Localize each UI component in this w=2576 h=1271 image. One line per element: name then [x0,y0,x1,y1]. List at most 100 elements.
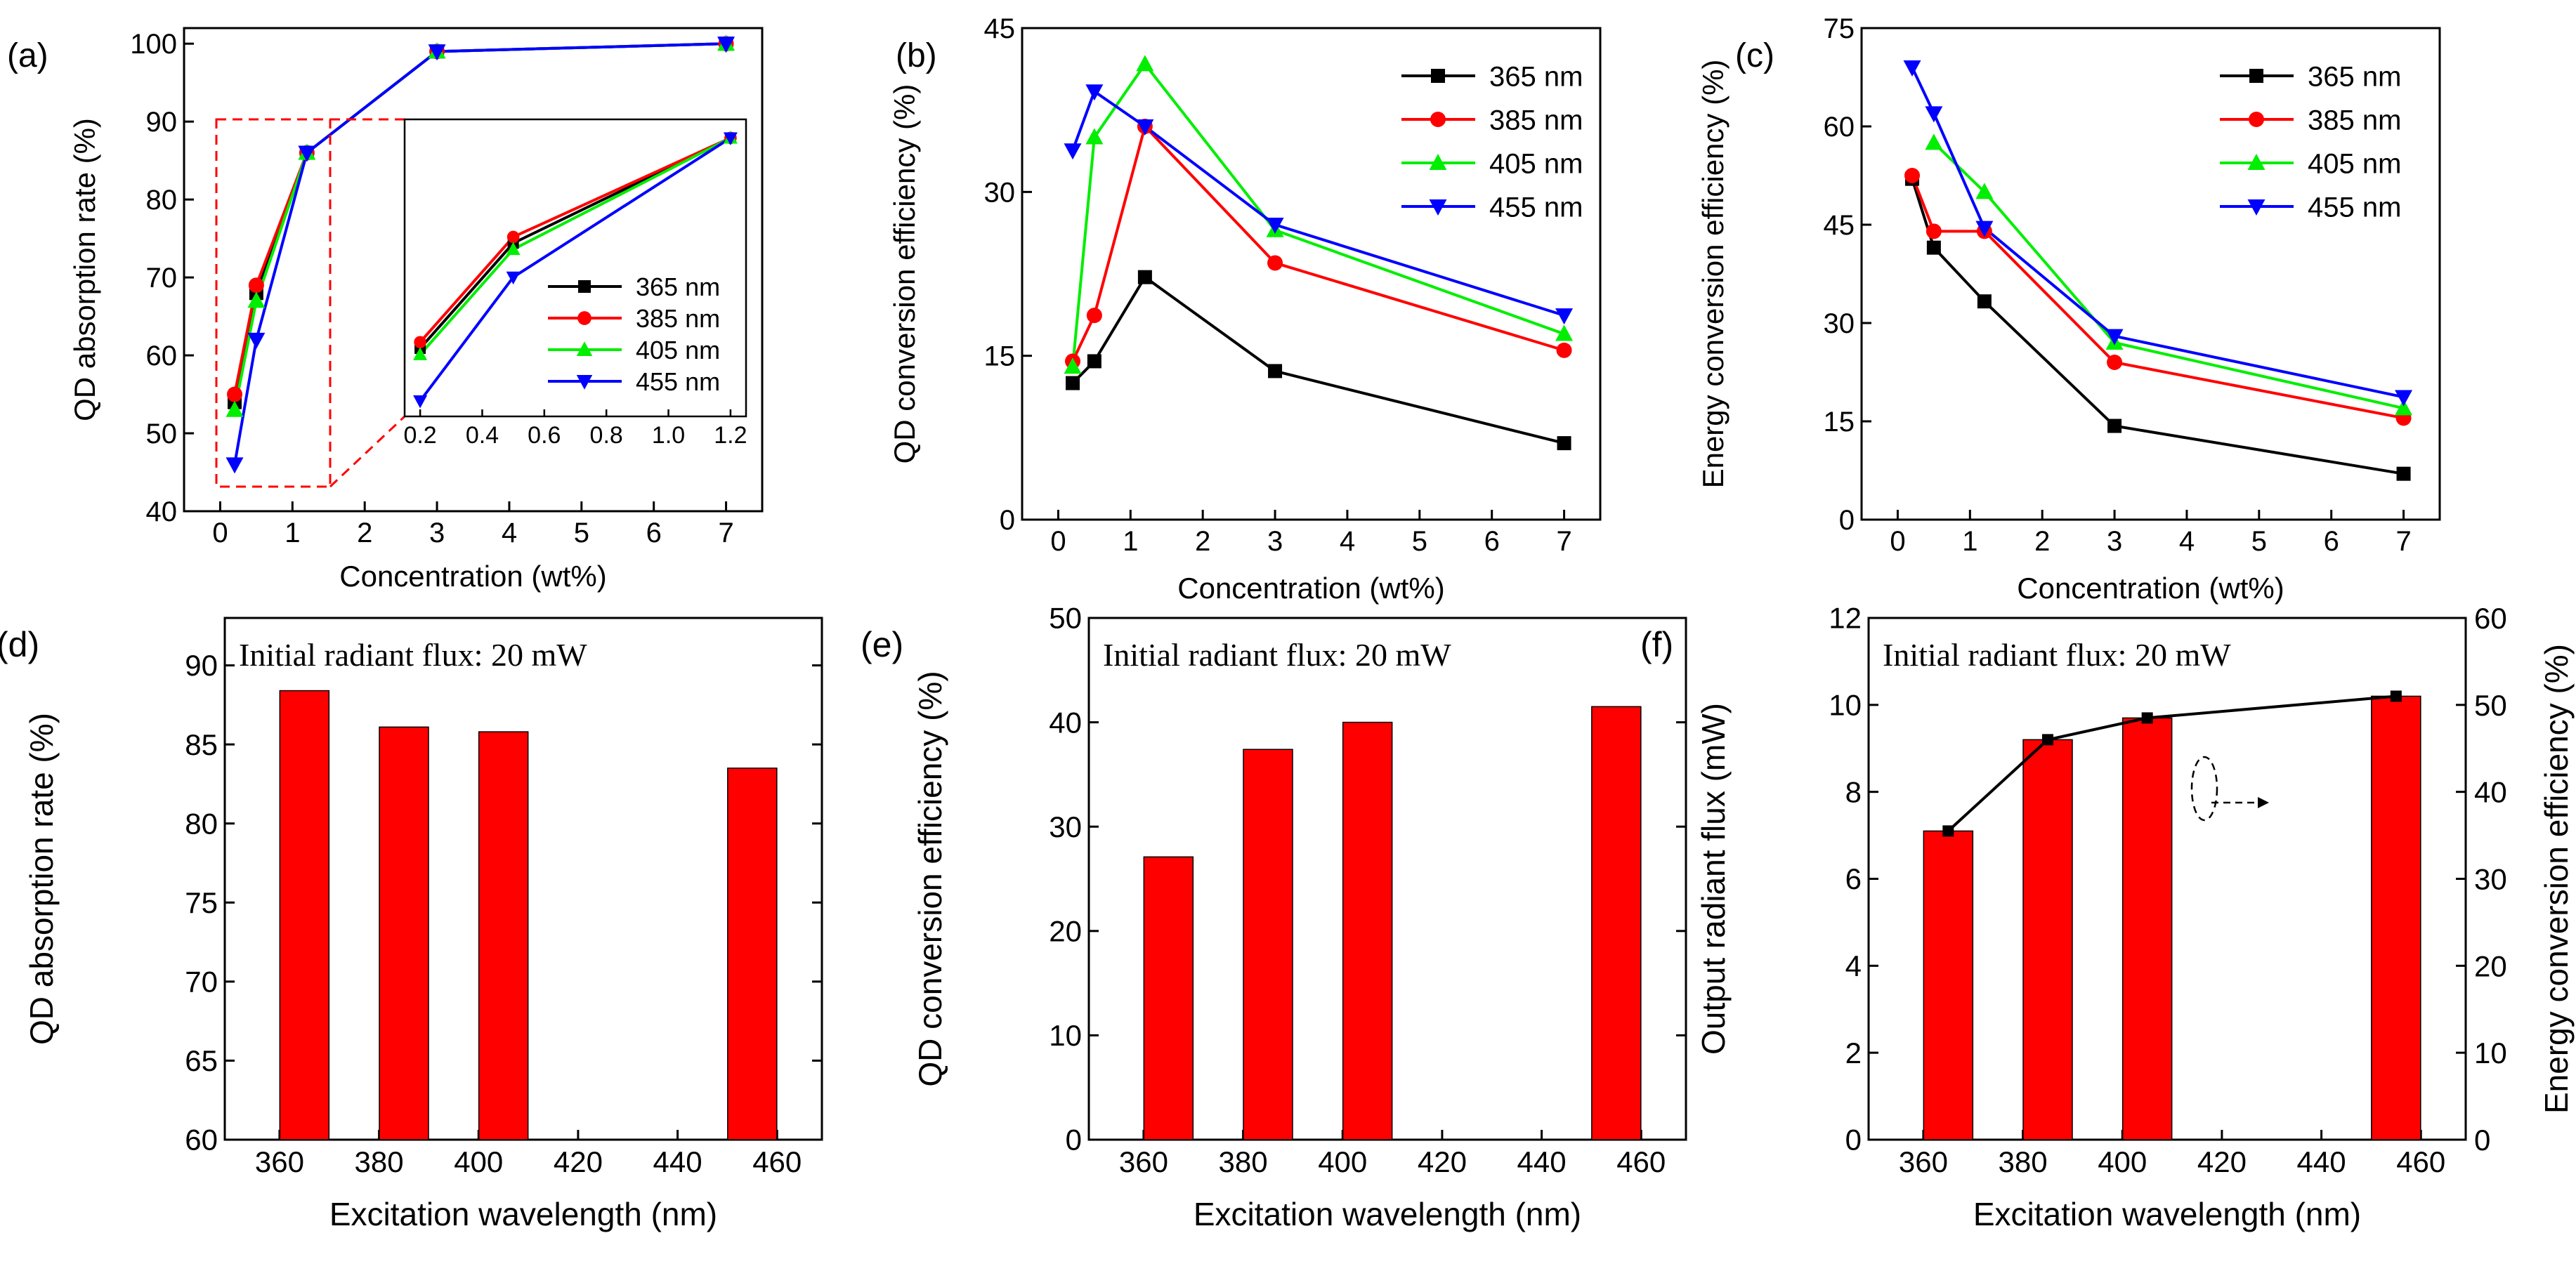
data-point [1903,60,1921,77]
x-tick-label: 400 [454,1145,503,1178]
data-point [1925,106,1943,123]
y-tick-label: 65 [185,1044,218,1077]
y-tick-label: 90 [185,649,218,682]
legend-inverted-triangle-marker [2247,199,2266,216]
data-point [225,400,244,417]
y-axis-label: QD conversion efficiency (%) [888,84,921,464]
y-axis-label: QD absorption rate (%) [23,713,60,1045]
x-tick-label: 460 [2396,1145,2445,1178]
bar [1342,721,1393,1140]
axis-indicator-arc [2190,756,2218,822]
panel-label: (a) [7,37,48,74]
legend-label: 365 nm [2308,61,2401,92]
y-tick-label: 8 [1845,775,1862,808]
y-tick-label: 0 [1000,505,1015,536]
inset-x-tick-label: 0.6 [528,422,561,449]
legend-circle-marker [1430,112,1446,127]
y-tick-label: 70 [185,966,218,999]
x-tick-label: 1 [285,518,300,548]
x-tick-label: 420 [1418,1145,1467,1178]
plot-frame [183,27,764,513]
x-tick-label: 440 [2297,1145,2346,1178]
annotation-initial-flux: Initial radiant flux: 20 mW [239,637,587,673]
y-tick-label: 80 [146,185,178,216]
x-axis-label: Concentration (wt%) [1177,572,1444,605]
x-tick-label: 3 [2107,526,2122,557]
zoom-connector [329,415,406,488]
y-tick-label: 70 [146,263,178,294]
x-tick-label: 2 [357,518,372,548]
data-point [1975,220,1994,237]
y-tick-label: 30 [984,177,1016,208]
arrow-head-icon [2258,797,2269,808]
x-tick-label: 6 [1484,526,1500,557]
legend-square-marker [2249,69,2263,83]
data-point [225,457,244,474]
y-tick-label: 90 [146,107,178,138]
data-point [1555,324,1574,341]
data-point [506,242,521,256]
data-point [1926,223,1942,239]
legend-label: 405 nm [636,336,720,364]
y-right-tick-label: 10 [2474,1036,2507,1069]
legend-label: 385 nm [636,304,720,333]
legend-square-marker [1431,69,1445,83]
y-tick-label: 10 [1049,1019,1082,1052]
legend-triangle-marker [2247,154,2266,170]
data-point [1926,240,1941,255]
legend-square-marker [578,280,591,293]
legend-label: 455 nm [1489,192,1583,223]
data-point [1267,255,1283,271]
legend-circle-marker [2249,112,2264,127]
panel-label: (c) [1735,37,1774,74]
y-right-tick-label: 0 [2474,1124,2490,1157]
legend-label: 365 nm [636,272,720,301]
data-point [428,44,446,61]
data-point [2042,734,2053,746]
x-tick-label: 0 [212,518,228,548]
y-right-tick-label: 50 [2474,689,2507,722]
x-tick-label: 6 [646,518,662,548]
data-point [1087,354,1101,369]
x-tick-label: 5 [574,518,589,548]
x-tick-label: 460 [1616,1145,1666,1178]
data-point [506,230,520,244]
bar [1923,830,1974,1140]
panel-a: 0 1 2 3 4 5 6 7 40 50 60 70 80 90 100 (a) Concentration … [7,27,764,593]
x-tick-label: 5 [2251,526,2267,557]
panel-e: 360 380 400 420 440 460 0 10 20 30 40 50 (e) Excitati… [861,602,1687,1232]
legend-label: 365 nm [1489,61,1583,92]
y-tick-label: 20 [1049,915,1082,948]
y-tick-label: 60 [146,341,178,371]
y-tick-label: 50 [1049,602,1082,635]
y-tick-label: 30 [1049,810,1082,843]
y-tick-label: 15 [1824,407,1855,437]
data-point [1136,55,1154,72]
data-point [1085,128,1104,145]
legend-inverted-triangle-marker [1429,199,1447,216]
x-tick-label: 440 [1517,1145,1567,1178]
x-tick-label: 7 [718,518,733,548]
data-point [413,347,428,360]
x-tick-label: 4 [502,518,517,548]
legend-circle-marker [577,311,591,325]
series-line-365-nm [1071,275,1565,445]
data-point [1556,342,1572,358]
data-point [717,37,735,53]
x-tick-label: 0 [1890,526,1905,557]
legend-label: 385 nm [2308,105,2401,136]
data-point [414,336,426,349]
x-axis-label: Concentration (wt%) [2017,572,2284,605]
annotation-initial-flux: Initial radiant flux: 20 mW [1883,637,2231,673]
data-point [2107,355,2123,370]
plot-frame [1021,27,1602,521]
bar [2022,739,2073,1140]
x-tick-label: 6 [2324,526,2339,557]
x-tick-label: 1 [1962,526,1977,557]
y-tick-label: 85 [185,728,218,761]
x-axis-label: Excitation wavelength (nm) [329,1196,717,1232]
data-point [298,145,316,162]
x-tick-label: 360 [1899,1145,1948,1178]
y-tick-label: 100 [130,29,177,60]
data-point [248,277,264,294]
